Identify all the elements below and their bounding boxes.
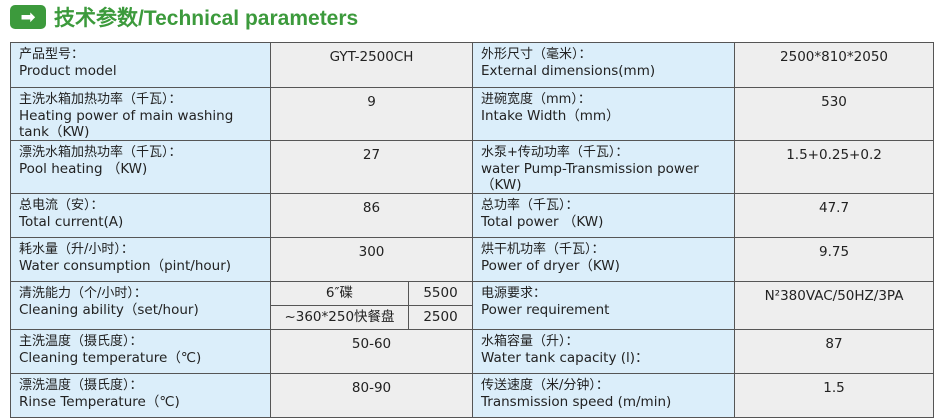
table-row: 漂洗温度（摄氏度）： Rinse Temperature（℃) 80-90 传送速度（… <box>10 373 935 418</box>
label-cn: 总电流（安）： <box>19 198 104 213</box>
label-en: Water consumption（pint/hour) <box>19 258 232 274</box>
table-row: 主洗水箱加热功率（千瓦）： Heating power of main washi… <box>10 87 935 141</box>
label-en: Transmission speed (m/min) <box>481 394 672 410</box>
value-cell: 530 <box>734 87 935 141</box>
label-cn: 主洗温度（摄氏度）： <box>19 334 143 349</box>
value-cell: 9 <box>269 87 474 141</box>
value-cell: N²380VAC/50HZ/3PA <box>734 281 935 330</box>
right-label: 水箱容量（升）： Water tank capacity (l)： <box>472 329 736 374</box>
sub-item: 6″碟 <box>270 281 409 306</box>
table-row: 产品型号： Product model GYT-2500CH 外形尺寸（毫米）： Ext… <box>10 42 935 88</box>
value-cell: 9.75 <box>734 237 935 282</box>
label-cn: 外形尺寸（毫米）： <box>481 47 592 62</box>
label-cn: 进碗宽度（mm）： <box>481 92 591 107</box>
label-en: water Pump-Transmission power（KW) <box>481 161 699 193</box>
left-label: 清洗能力（个/小时）： Cleaning ability（set/hour) <box>10 281 271 330</box>
table-row: 漂洗水箱加热功率（千瓦）： Pool heating （KW) 27 水泵+传动功率（… <box>10 140 935 194</box>
left-label: 主洗温度（摄氏度）： Cleaning temperature（℃) <box>10 329 271 374</box>
label-en: Rinse Temperature（℃) <box>19 394 180 410</box>
value-cell: 86 <box>269 193 474 238</box>
left-label: 主洗水箱加热功率（千瓦）： Heating power of main washi… <box>10 87 271 141</box>
table-row: 耗水量（升/小时）： Water consumption（pint/hour) 30… <box>10 237 935 282</box>
right-label: 总功率（千瓦）： Total power （KW) <box>472 193 736 238</box>
value-cell: 50-60 <box>269 329 474 374</box>
label-en: External dimensions(mm) <box>481 63 656 79</box>
arrow-right-icon: ➡ <box>10 5 46 29</box>
spec-table: 产品型号： Product model GYT-2500CH 外形尺寸（毫米）： Ext… <box>10 42 935 418</box>
right-label: 进碗宽度（mm）： Intake Width（mm） <box>472 87 736 141</box>
label-en: Product model <box>19 63 117 79</box>
right-label: 水泵+传动功率（千瓦）： water Pump-Transmission powe… <box>472 140 736 194</box>
left-label: 总电流（安）： Total current(A) <box>10 193 271 238</box>
label-cn: 主洗水箱加热功率（千瓦）： <box>19 92 182 107</box>
value-cell: 1.5+0.25+0.2 <box>734 140 935 194</box>
label-en: Intake Width（mm） <box>481 108 620 124</box>
right-label: 烘干机功率（千瓦）： Power of dryer（KW) <box>472 237 736 282</box>
section-header: ➡ 技术参数/Technical parameters <box>10 3 358 31</box>
label-en: Heating power of main washing tank（KW) <box>19 108 234 140</box>
value-cell: 27 <box>269 140 474 194</box>
label-en: Power requirement <box>481 302 610 318</box>
label-cn: 传送速度（米/分钟）： <box>481 378 609 393</box>
label-cn: 漂洗温度（摄氏度）： <box>19 378 143 393</box>
label-en: Cleaning temperature（℃) <box>19 350 202 366</box>
label-en: Power of dryer（KW) <box>481 258 620 274</box>
right-label: 外形尺寸（毫米）： External dimensions(mm) <box>472 42 736 88</box>
table-row: 总电流（安）： Total current(A) 86 总功率（千瓦）： Total p… <box>10 193 935 238</box>
sub-qty: 5500 <box>407 281 474 306</box>
value-cell: GYT-2500CH <box>269 42 474 88</box>
sub-qty: 2500 <box>407 305 474 330</box>
label-cn: 漂洗水箱加热功率（千瓦）： <box>19 145 182 160</box>
table-row: 主洗温度（摄氏度）： Cleaning temperature（℃) 50-60 水箱… <box>10 329 935 374</box>
label-cn: 烘干机功率（千瓦）： <box>481 242 605 257</box>
label-cn: 产品型号： <box>19 47 85 62</box>
value-cell: 300 <box>269 237 474 282</box>
section-title: 技术参数/Technical parameters <box>54 7 359 30</box>
label-en: Water tank capacity (l)： <box>481 350 649 366</box>
value-cell: 80-90 <box>269 373 474 418</box>
left-label: 漂洗温度（摄氏度）： Rinse Temperature（℃) <box>10 373 271 418</box>
label-cn: 清洗能力（个/小时）： <box>19 286 147 301</box>
left-label: 耗水量（升/小时）： Water consumption（pint/hour) <box>10 237 271 282</box>
table-row: 清洗能力（个/小时）： Cleaning ability（set/hour) 6″碟… <box>10 281 935 330</box>
sub-item: ~360*250快餐盘 <box>270 305 409 330</box>
label-cn: 水泵+传动功率（千瓦）： <box>481 145 629 160</box>
left-label: 漂洗水箱加热功率（千瓦）： Pool heating （KW) <box>10 140 271 194</box>
label-cn: 水箱容量（升）： <box>481 334 579 349</box>
label-en: Total power （KW) <box>481 214 604 230</box>
value-cell: 47.7 <box>734 193 935 238</box>
label-cn: 总功率（千瓦）： <box>481 198 579 213</box>
label-en: Pool heating （KW) <box>19 161 148 177</box>
right-label: 传送速度（米/分钟）： Transmission speed (m/min) <box>472 373 736 418</box>
value-cell: 87 <box>734 329 935 374</box>
label-en: Cleaning ability（set/hour) <box>19 302 199 318</box>
value-cell: 1.5 <box>734 373 935 418</box>
label-en: Total current(A) <box>19 214 124 230</box>
left-label: 产品型号： Product model <box>10 42 271 88</box>
table-row: ~360*250快餐盘 2500 <box>11 305 934 330</box>
right-label: 电源要求： Power requirement <box>472 281 736 330</box>
label-cn: 耗水量（升/小时）： <box>19 242 134 257</box>
value-cell: 2500*810*2050 <box>734 42 935 88</box>
label-cn: 电源要求： <box>481 286 547 301</box>
